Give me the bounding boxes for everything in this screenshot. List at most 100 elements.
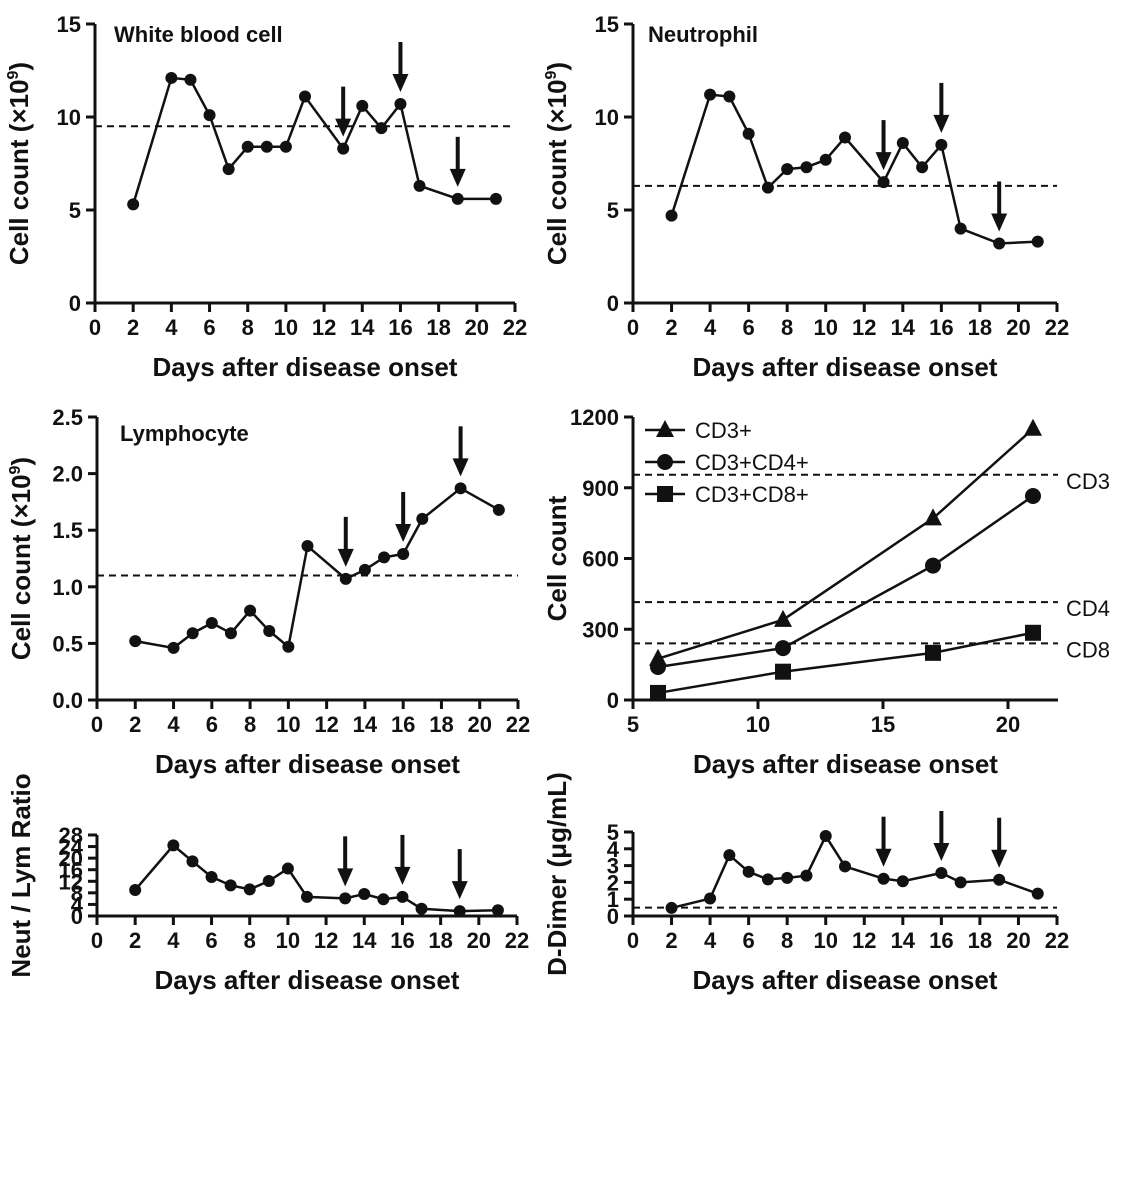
panel-5: 0 2 4 6 8 10 12 14 16 18 20 220481216202428Days aft…	[6, 773, 529, 995]
y-tick-label: 0	[607, 688, 619, 713]
x-tick-label: 2	[665, 928, 677, 953]
x-axis-label: Days after disease onset	[693, 352, 998, 382]
y-axis-label: D-Dimer (μg/mL)	[542, 772, 572, 976]
panel-3: 0 2 4 6 8 10 12 14 16 18 20 220.00.51.01.52.02.5Day…	[6, 405, 530, 779]
data-point	[225, 627, 237, 639]
data-point	[993, 237, 1005, 249]
arrow-head	[452, 881, 468, 899]
data-point	[129, 884, 141, 896]
x-tick-label: 2	[127, 315, 139, 340]
y-tick-label: 1.0	[52, 575, 83, 600]
x-tick-label: 8	[781, 928, 793, 953]
data-point	[955, 223, 967, 235]
data-point	[839, 860, 851, 872]
series-line	[127, 72, 502, 210]
y-tick-label: 2.5	[52, 405, 83, 430]
x-tick-label: 22	[505, 928, 529, 953]
y-tick-label: 15	[595, 12, 619, 37]
x-tick-label: 16	[388, 315, 412, 340]
data-point	[206, 617, 218, 629]
data-point	[781, 872, 793, 884]
series-line	[129, 839, 504, 917]
data-point	[775, 640, 791, 656]
legend-label: CD3+CD4+	[695, 450, 809, 475]
x-tick-label: 0	[627, 315, 639, 340]
data-point	[394, 98, 406, 110]
y-axis-label: Cell count	[542, 495, 572, 621]
data-point	[1032, 236, 1044, 248]
panel-title: White blood cell	[114, 22, 283, 47]
arrow-head	[392, 74, 408, 92]
x-tick-label: 12	[852, 315, 876, 340]
x-tick-label: 14	[353, 712, 378, 737]
data-point	[455, 482, 467, 494]
y-axis-label-text: Cell count (×10	[542, 79, 572, 265]
data-point	[416, 903, 428, 915]
data-point	[337, 143, 349, 155]
data-point	[916, 161, 928, 173]
x-tick-label: 22	[1045, 315, 1069, 340]
data-point	[356, 100, 368, 112]
y-tick-label: 0.0	[52, 688, 83, 713]
data-point	[167, 839, 179, 851]
x-tick-label: 20	[996, 712, 1020, 737]
data-point	[1032, 888, 1044, 900]
arrow-head	[337, 868, 353, 886]
data-point	[127, 198, 139, 210]
data-point	[723, 91, 735, 103]
y-tick-label: 15	[57, 12, 81, 37]
reference-line-label: CD4	[1066, 596, 1110, 621]
x-tick-label: 0	[91, 928, 103, 953]
y-axis-label-close: )	[6, 457, 36, 466]
data-point	[723, 849, 735, 861]
y-axis-label-superscript: 9	[7, 465, 24, 474]
y-tick-label: 2.0	[52, 462, 83, 487]
data-point	[223, 163, 235, 175]
data-point	[280, 141, 292, 153]
data-point	[184, 74, 196, 86]
x-tick-label: 0	[91, 712, 103, 737]
y-axis-label: Cell count (×109)	[6, 457, 36, 660]
data-point	[743, 866, 755, 878]
data-point	[168, 642, 180, 654]
x-tick-label: 16	[929, 315, 953, 340]
panel-title: Lymphocyte	[120, 421, 249, 446]
data-point	[666, 902, 678, 914]
annotation-arrow	[452, 849, 468, 899]
x-tick-label: 4	[704, 315, 717, 340]
data-point	[244, 883, 256, 895]
x-tick-label: 22	[1045, 928, 1069, 953]
series-cd3pcd4p	[650, 488, 1041, 675]
x-axis-label: Days after disease onset	[693, 965, 998, 995]
data-point	[454, 905, 466, 917]
x-tick-label: 22	[503, 315, 527, 340]
y-axis-label-superscript: 9	[543, 70, 560, 79]
y-tick-label: 0	[69, 291, 81, 316]
data-point	[743, 128, 755, 140]
y-tick-label: 0.5	[52, 631, 83, 656]
series-line	[133, 78, 496, 204]
data-point	[340, 573, 352, 585]
data-point	[878, 176, 890, 188]
data-point	[397, 548, 409, 560]
reference-line-label: CD3	[1066, 469, 1110, 494]
y-tick-label: 1.5	[52, 518, 83, 543]
x-tick-label: 16	[391, 712, 415, 737]
data-point	[282, 863, 294, 875]
legend-marker	[657, 454, 673, 470]
data-point	[650, 685, 666, 701]
x-tick-label: 12	[312, 315, 336, 340]
x-tick-label: 20	[465, 315, 489, 340]
data-point	[165, 72, 177, 84]
data-point	[282, 641, 294, 653]
arrow-head	[453, 458, 469, 476]
data-point	[375, 122, 387, 134]
x-tick-label: 18	[429, 712, 453, 737]
data-point	[452, 193, 464, 205]
data-point	[762, 182, 774, 194]
data-point	[704, 893, 716, 905]
legend: CD3+ CD3+CD4+ CD3+CD8+	[645, 418, 809, 507]
x-tick-label: 14	[352, 928, 377, 953]
series-line	[672, 95, 1038, 244]
